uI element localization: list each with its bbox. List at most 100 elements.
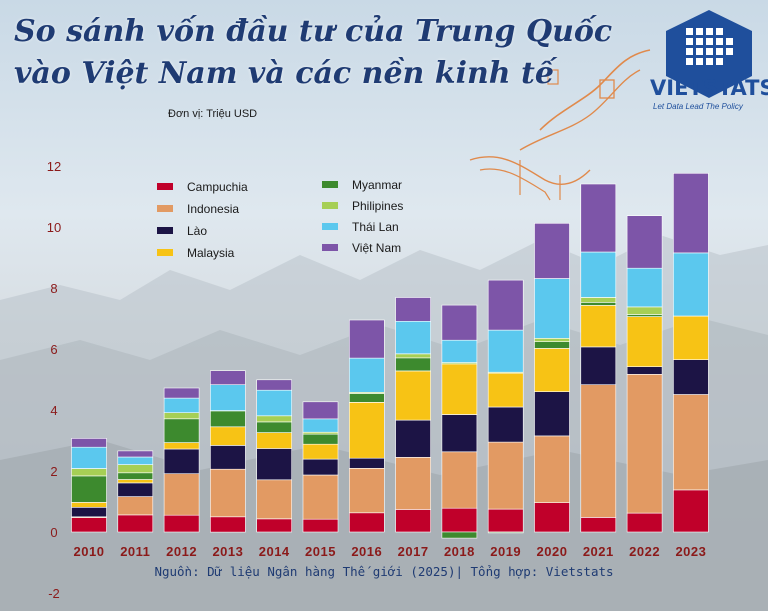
bar-segment [302,443,339,460]
x-tick-label: 2013 [212,544,243,559]
bar-segment [441,507,478,533]
bar-segment [626,215,663,269]
bar-segment [302,433,339,445]
bar-segment [117,496,154,516]
bar-segment [163,412,200,420]
y-tick-label: -2 [48,586,60,601]
x-axis: 2010 2011 2012 2013 2014 2015 2016 2017 2018 2019… [74,544,706,559]
bar-segment [441,363,478,415]
bar-segment [580,301,617,306]
bar-segment [441,531,478,539]
legend-label: Campuchia [187,180,248,194]
x-tick-label: 2023 [675,544,706,559]
y-tick-label: 6 [50,342,57,357]
bar-segment [302,431,339,435]
bar-segment [210,384,246,411]
y-tick-label: 2 [50,464,57,479]
x-tick-label: 2016 [351,544,382,559]
legend-swatch [157,183,173,190]
bar-segment [395,456,431,510]
bar-segment [487,531,524,534]
legend-label: Thái Lan [352,220,399,234]
legend-swatch [322,223,338,230]
bar-segment [256,518,293,533]
bar-segment [487,508,524,533]
bar-segment [302,458,339,476]
bar-segment [71,468,107,477]
bar-segment [256,415,293,423]
x-tick-label: 2017 [398,544,429,559]
bar-segment [673,489,709,533]
bar-segment [487,329,524,373]
vietstats-logo [666,10,752,98]
bar-segment [626,314,663,317]
legend-label: Việt Nam [352,241,401,255]
bar-segment [534,223,570,279]
bar-segment [395,370,431,421]
bar-segment [441,304,478,341]
bar-segment [210,410,246,428]
bar-segment [348,402,385,459]
x-tick-label: 2015 [305,544,336,559]
x-tick-label: 2022 [629,544,660,559]
bar-segment [256,389,293,417]
brand-tagline: Let Data Lead The Policy [653,102,743,111]
bar-segment [117,479,154,484]
bar-segment [673,315,709,361]
bar-segment [71,446,107,469]
bar-segment [348,457,385,469]
bar-segment [117,456,154,465]
bar-segment [210,445,246,470]
bar-segment [210,516,246,533]
bar-segment [71,475,107,503]
bar-segment [117,472,154,480]
bar-segment [348,319,385,359]
bar-segment [71,438,107,448]
unit-label: Đơn vị: Triệu USD [168,108,258,120]
bar-segment [163,397,200,414]
legend-swatch [157,249,173,256]
y-tick-label: 4 [50,403,57,418]
legend-swatch [322,202,338,209]
bar-segment [117,514,154,533]
legend-label: Lào [187,224,207,238]
bar-segment [673,359,709,395]
bar-segment [163,387,200,399]
bar-segment [256,479,293,520]
bar-segment [580,297,617,303]
bar-segment [395,509,431,533]
bar-segment [626,512,663,533]
bar-segment [210,370,246,386]
legend: Campuchia Indonesia Lào Malaysia Myanmar Phil… [157,178,403,260]
legend-swatch [157,205,173,212]
bar-segment [487,441,524,510]
bar-segment [580,517,617,533]
bar-segment [163,418,200,443]
x-tick-label: 2020 [537,544,568,559]
bar-segment [580,183,617,253]
bar-segment [348,393,385,403]
bar-segment [163,473,200,516]
bar-segment [117,450,154,458]
bar-segment [256,421,293,433]
bar-segment [487,372,524,408]
bar-segment [626,267,663,308]
bar-segment [395,419,431,458]
bar-segment [210,426,246,446]
bar-segment [302,474,339,520]
bar-segment [626,306,663,315]
bar-segment [71,517,107,533]
y-tick-label: 8 [50,281,57,296]
bar-segment [302,518,339,533]
bar-segment [673,394,709,491]
legend-swatch [322,181,338,188]
bars [71,173,709,539]
bar-segment [534,341,570,349]
bar-segment [441,451,478,509]
bar-segment [626,366,663,375]
source-note: Nguồn: Dữ liệu Ngân hàng Thế giới (2025)… [154,564,614,579]
bar-segment [534,348,570,392]
bar-segment [395,320,431,355]
bar-segment [673,173,709,254]
